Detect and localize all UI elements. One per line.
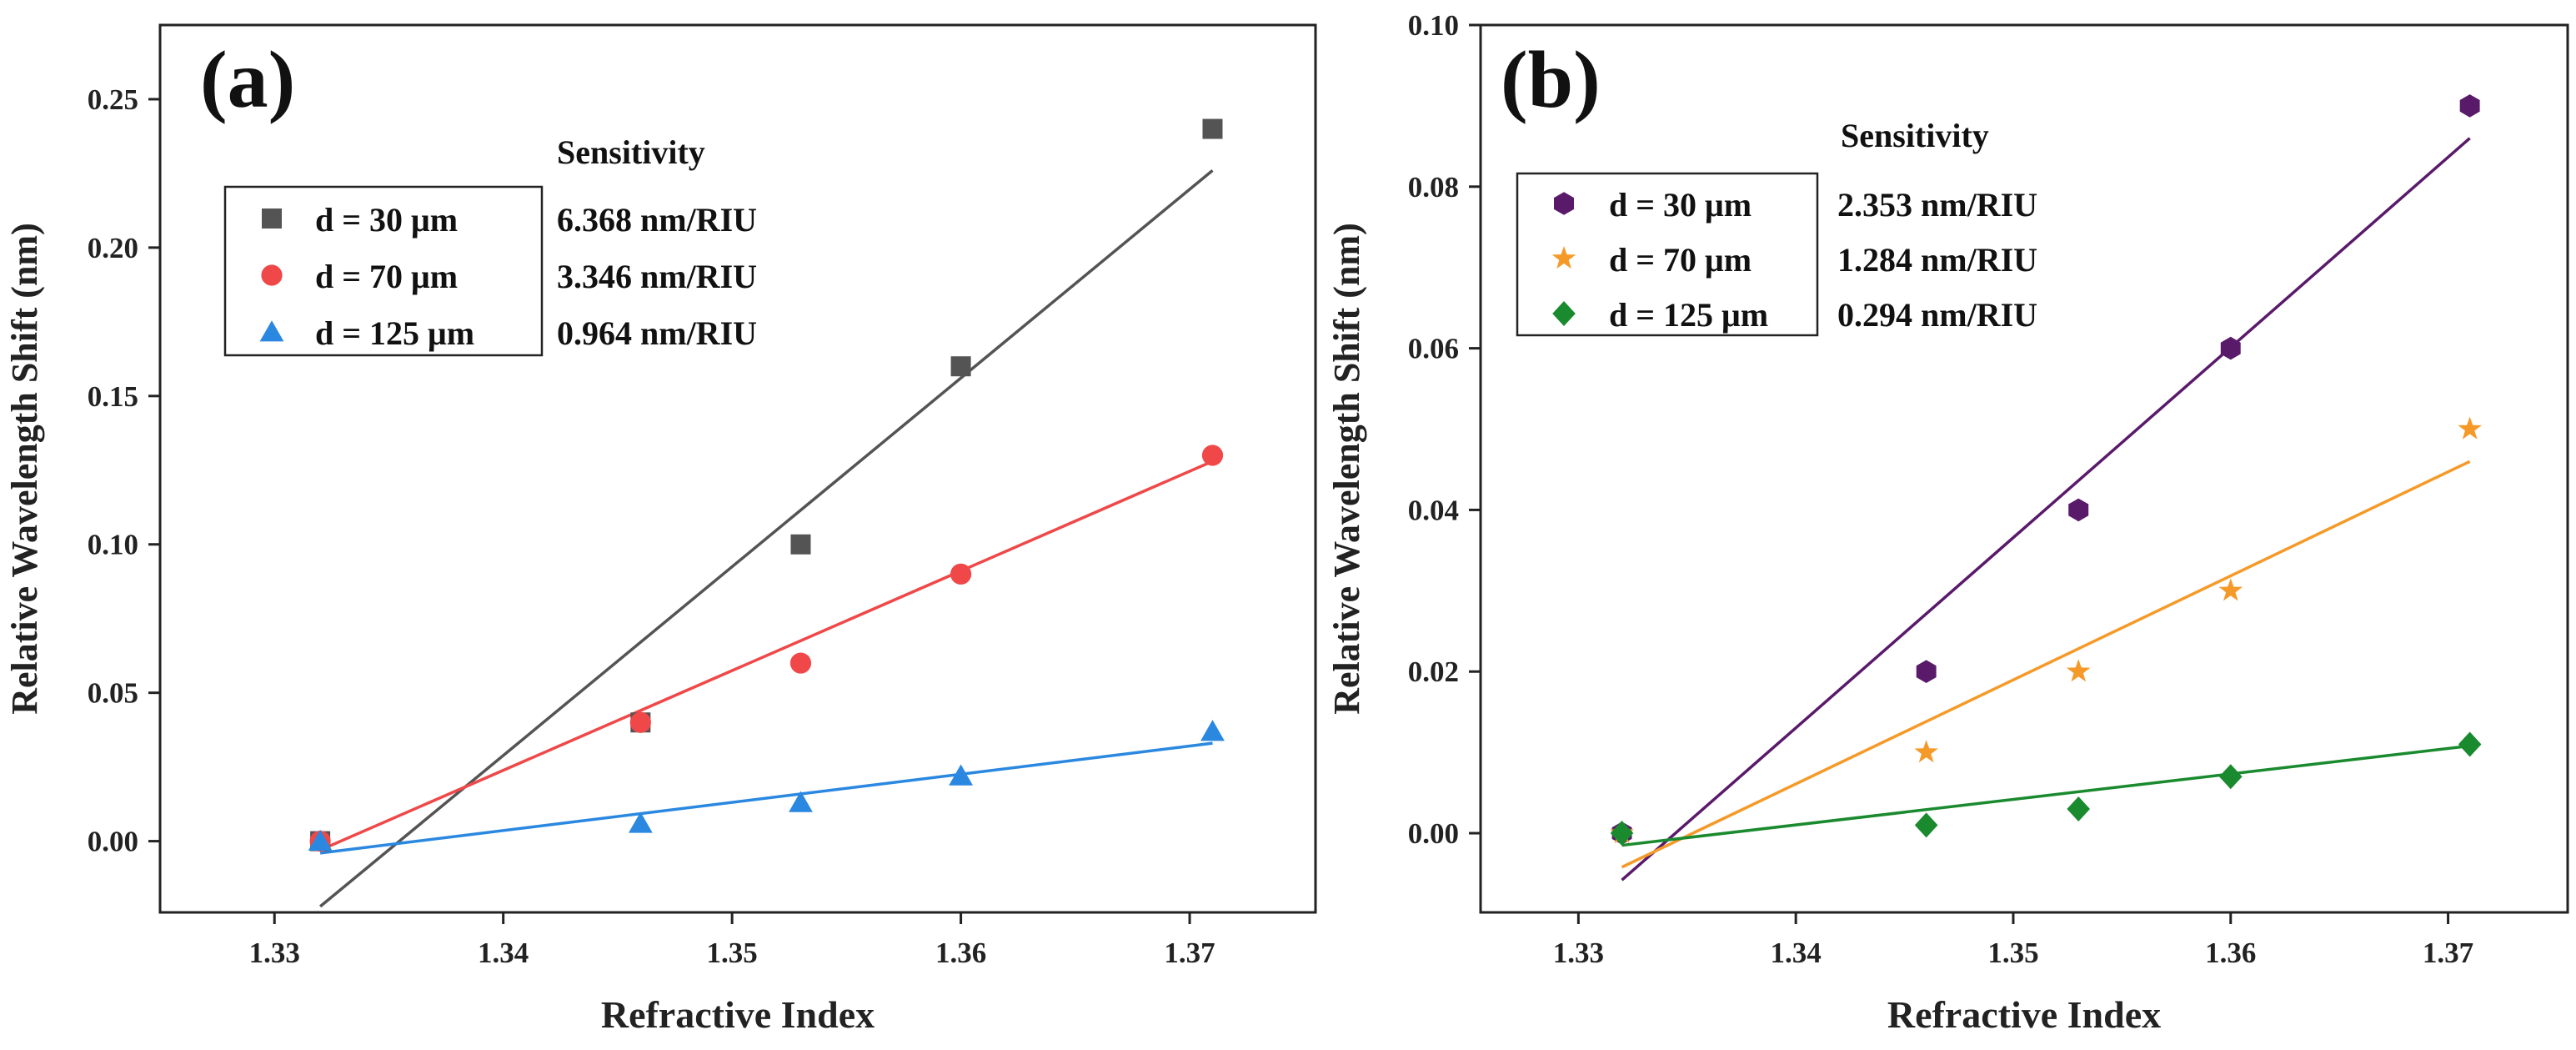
x-tick-label: 1.34 xyxy=(1771,937,1822,969)
x-axis-title: Refractive Index xyxy=(601,993,875,1036)
legend-heading: Sensitivity xyxy=(1841,117,1989,154)
data-point-series-2 xyxy=(1914,740,1938,763)
y-tick-label: 0.20 xyxy=(88,232,138,264)
data-point-series-3 xyxy=(308,829,333,851)
y-tick-label: 0.00 xyxy=(88,826,138,858)
data-point-series-3 xyxy=(789,791,813,812)
y-tick-label: 0.15 xyxy=(88,380,138,413)
data-point-series-2 xyxy=(789,652,812,674)
data-point-series-2 xyxy=(2218,578,2243,601)
data-point-series-2 xyxy=(950,563,972,585)
legend-marker-series-3 xyxy=(1552,301,1576,326)
sensitivity-value-series-2: 3.346 nm/RIU xyxy=(557,258,757,295)
legend-marker-series-3 xyxy=(259,320,284,342)
x-tick-label: 1.37 xyxy=(1164,937,1215,969)
data-point-series-3 xyxy=(1200,720,1225,741)
x-tick-label: 1.35 xyxy=(1987,937,2038,969)
legend-label-series-1: d = 30 μm xyxy=(1609,186,1752,224)
x-tick-label: 1.33 xyxy=(1553,937,1604,969)
sensitivity-value-series-1: 6.368 nm/RIU xyxy=(557,201,757,239)
legend-label-series-2: d = 70 μm xyxy=(1609,241,1752,279)
x-tick-label: 1.36 xyxy=(935,937,986,969)
legend-label-series-1: d = 30 μm xyxy=(315,201,458,239)
data-point-series-1 xyxy=(790,534,811,555)
data-point-series-1 xyxy=(1916,660,1937,683)
legend-label-series-2: d = 70 μm xyxy=(315,258,458,295)
data-point-series-2 xyxy=(2458,416,2482,440)
legend-heading: Sensitivity xyxy=(557,133,705,171)
x-tick-label: 1.35 xyxy=(707,937,758,969)
y-tick-label: 0.00 xyxy=(1408,817,1459,850)
data-point-series-1 xyxy=(1202,118,1223,139)
y-tick-label: 0.10 xyxy=(1408,9,1459,42)
panel-label: (a) xyxy=(200,35,295,125)
fit-line-series-3 xyxy=(319,741,1213,855)
legend-label-series-3: d = 125 μm xyxy=(1609,296,1768,334)
y-axis-title: Relative Wavelength Shift (nm) xyxy=(4,223,45,715)
legend-marker-series-2 xyxy=(1551,246,1576,269)
data-point-series-3 xyxy=(2458,731,2482,757)
data-point-series-3 xyxy=(628,811,653,833)
y-axis-title: Relative Wavelength Shift (nm) xyxy=(1326,223,1367,715)
chart-panel-b: 0.00 0.02 0.04 0.06 0.08 0.10 1.33 1.34 1.35 1.36… xyxy=(1326,9,2569,1036)
plot-frame xyxy=(1479,23,2569,914)
data-point-series-3 xyxy=(949,764,973,786)
y-tick-label: 0.10 xyxy=(88,529,138,561)
chart-panel-a: 0.00 0.05 0.10 0.15 0.20 0.25 1.33 1.34 1.35 1.36… xyxy=(4,23,1317,1036)
data-point-series-3 xyxy=(1610,821,1634,847)
data-point-series-1 xyxy=(2068,498,2089,522)
y-tick-label: 0.08 xyxy=(1408,171,1459,203)
sensitivity-value-series-2: 1.284 nm/RIU xyxy=(1837,241,2037,279)
legend-marker-series-1 xyxy=(262,208,282,229)
data-point-series-1 xyxy=(950,356,971,377)
data-point-series-3 xyxy=(2067,796,2090,821)
fit-line-series-3 xyxy=(1621,744,2470,847)
plot-frame xyxy=(158,23,1317,914)
panel-label: (b) xyxy=(1501,35,1601,125)
legend-label-series-3: d = 125 μm xyxy=(315,314,474,352)
fit-line-series-1 xyxy=(1621,137,2471,882)
x-axis-title: Refractive Index xyxy=(1887,993,2161,1036)
data-point-series-3 xyxy=(2218,764,2243,790)
fit-line-series-2 xyxy=(319,460,1214,852)
x-tick-label: 1.37 xyxy=(2423,937,2473,969)
y-tick-label: 0.06 xyxy=(1408,333,1459,365)
sensitivity-value-series-3: 0.964 nm/RIU xyxy=(557,314,757,352)
legend-marker-series-2 xyxy=(261,264,283,286)
data-point-series-3 xyxy=(1914,812,1938,838)
data-point-series-2 xyxy=(2066,659,2091,682)
x-tick-label: 1.36 xyxy=(2205,937,2256,969)
legend-marker-series-1 xyxy=(1554,192,1574,215)
data-point-series-1 xyxy=(2220,336,2241,360)
data-point-series-1 xyxy=(2459,94,2480,118)
sensitivity-value-series-1: 2.353 nm/RIU xyxy=(1837,186,2037,224)
fit-line-series-2 xyxy=(1621,460,2471,869)
y-tick-label: 0.25 xyxy=(88,83,138,116)
y-tick-label: 0.04 xyxy=(1408,494,1459,526)
data-point-series-2 xyxy=(629,711,651,733)
x-tick-label: 1.33 xyxy=(249,937,300,969)
y-tick-label: 0.02 xyxy=(1408,656,1459,688)
x-tick-label: 1.34 xyxy=(478,937,529,969)
y-tick-label: 0.05 xyxy=(88,677,138,710)
data-point-series-2 xyxy=(1201,445,1224,466)
sensitivity-value-series-3: 0.294 nm/RIU xyxy=(1837,296,2037,334)
